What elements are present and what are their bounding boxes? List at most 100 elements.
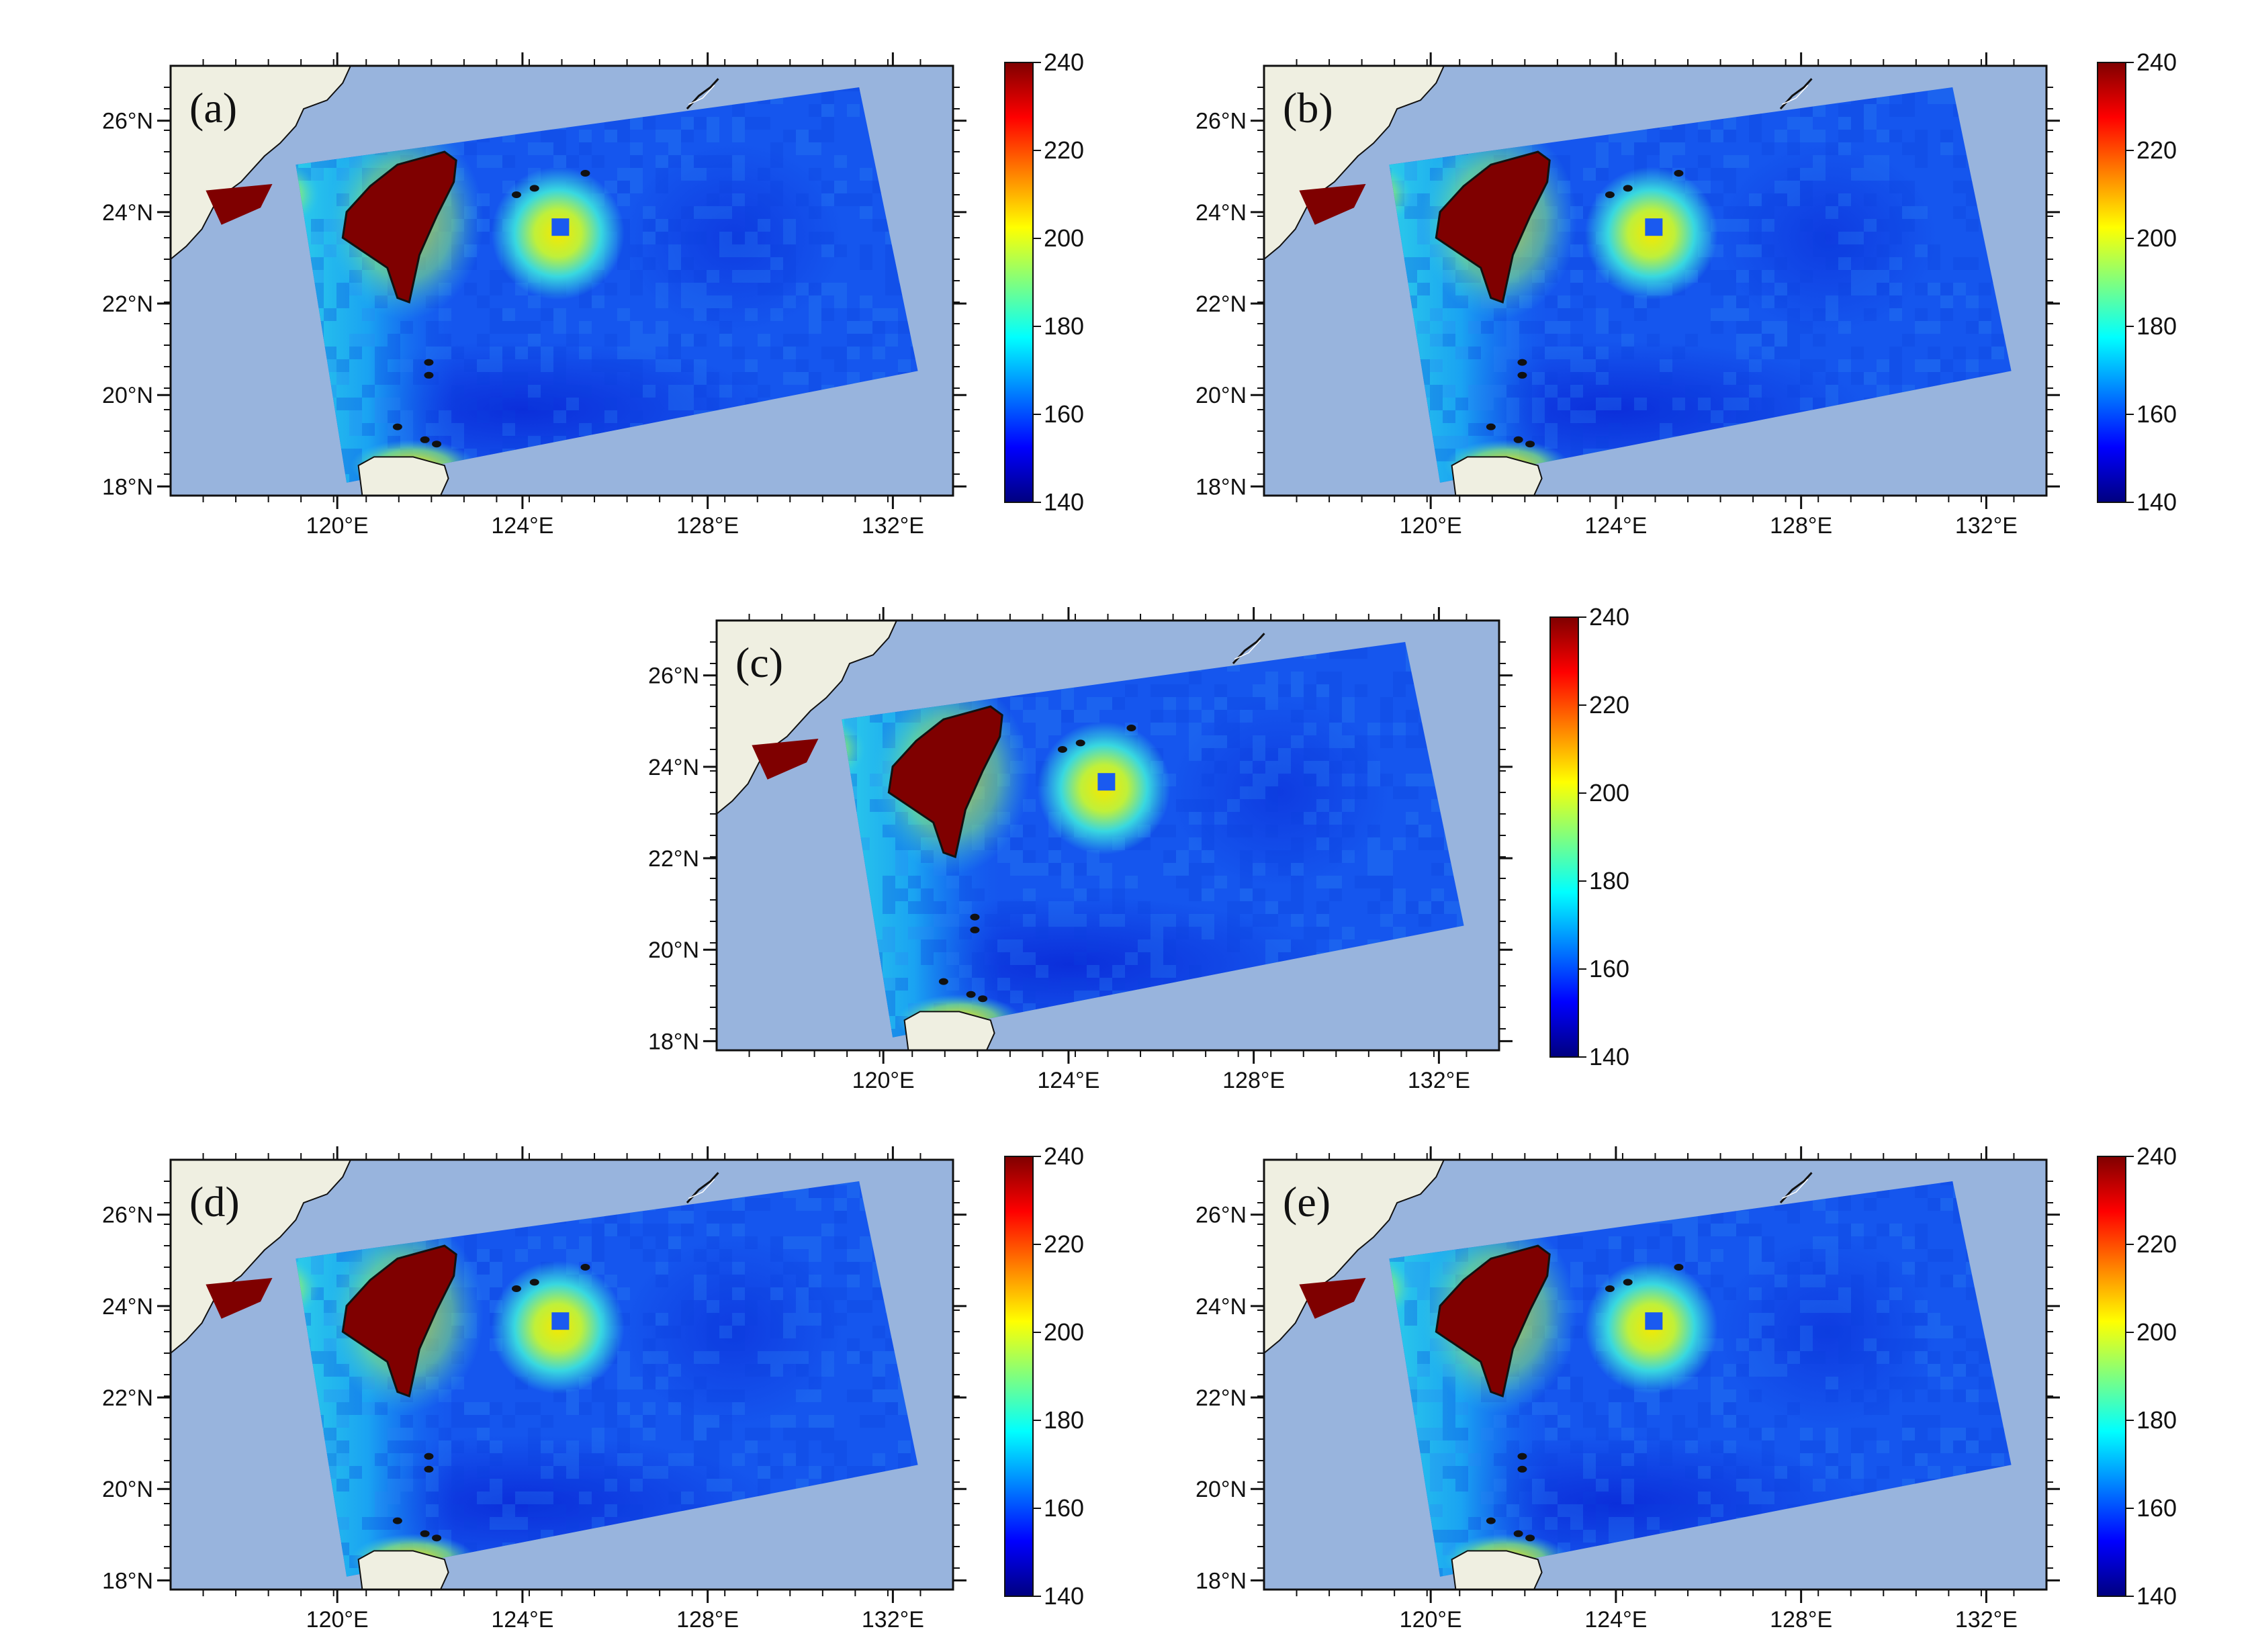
y-tick-label: 26°N: [1196, 109, 1247, 134]
x-tick-label: 132°E: [1955, 1607, 2018, 1633]
small-island: [1126, 725, 1136, 731]
y-tick-label: 20°N: [1196, 1477, 1247, 1502]
panel-label: (e): [1283, 1178, 1331, 1226]
small-island: [1057, 746, 1067, 753]
small-island: [424, 1453, 434, 1460]
typhoon-eye-core: [551, 218, 570, 236]
taiwan-island: [341, 1244, 457, 1398]
x-tick-label: 124°E: [491, 1607, 553, 1633]
colorbar: [2097, 62, 2126, 503]
x-tick-label: 128°E: [1770, 1607, 1832, 1633]
colorbar-tick-label: 180: [2136, 312, 2177, 340]
map-panel-b: 120°E 124°E 128°E 132°E 26°N 24°N 22°N 20°N 18°N…: [1196, 48, 2177, 539]
y-tick-label: 22°N: [1196, 291, 1247, 317]
small-island: [1517, 1453, 1527, 1460]
panel-label: (c): [735, 639, 783, 686]
y-tick-label: 24°N: [648, 755, 699, 780]
x-tick-label: 120°E: [1400, 1607, 1462, 1633]
land-luzon: [903, 1011, 995, 1051]
panel-label: (b): [1283, 84, 1333, 132]
small-island: [580, 1264, 590, 1271]
taiwan-island: [887, 705, 1003, 859]
colorbar-tick-label: 200: [1044, 1318, 1084, 1346]
colorbar-tick-label: 160: [1044, 400, 1084, 428]
x-tick-label: 132°E: [862, 1607, 924, 1633]
y-tick-label: 24°N: [1196, 1294, 1247, 1320]
land-china-coast: [716, 620, 898, 816]
colorbar-tick-label: 140: [1044, 1582, 1084, 1610]
y-tick-label: 26°N: [648, 663, 699, 689]
typhoon-eye-core: [1645, 1312, 1663, 1330]
y-tick-label: 18°N: [102, 1568, 153, 1594]
small-island: [1525, 441, 1535, 448]
y-tick-label: 24°N: [1196, 200, 1247, 226]
colorbar: [2097, 1156, 2126, 1597]
x-tick-label: 132°E: [862, 513, 924, 539]
small-island: [580, 170, 590, 177]
small-island: [1674, 170, 1684, 177]
land-luzon: [357, 1550, 449, 1590]
y-tick-label: 22°N: [1196, 1385, 1247, 1411]
taiwan-island: [1435, 1244, 1551, 1398]
land-luzon: [1451, 1550, 1543, 1590]
small-island: [511, 1285, 521, 1292]
colorbar-tick-label: 200: [1589, 779, 1629, 807]
x-tick-label: 120°E: [1400, 513, 1462, 539]
small-island: [432, 1534, 442, 1542]
colorbar-tick-label: 200: [2136, 224, 2177, 252]
small-island: [1075, 739, 1085, 747]
map-panel-c: 120°E 124°E 128°E 132°E 26°N 24°N 22°N 20°N 18°N…: [648, 603, 1629, 1093]
colorbar-tick-label: 180: [1044, 1406, 1084, 1434]
x-tick-label: 120°E: [852, 1068, 915, 1093]
x-tick-label: 124°E: [1584, 1607, 1647, 1633]
small-island: [1674, 1264, 1684, 1271]
colorbar-tick-label: 240: [2136, 1142, 2177, 1170]
small-island: [1513, 1530, 1523, 1537]
x-tick-label: 128°E: [676, 513, 739, 539]
small-island: [392, 423, 402, 430]
land-luzon: [357, 456, 449, 496]
colorbar-tick-label: 180: [2136, 1406, 2177, 1434]
land-china-coast: [170, 1159, 352, 1355]
colorbar: [1004, 1156, 1034, 1597]
land-luzon: [1451, 456, 1543, 496]
colorbar-tick-label: 240: [1589, 603, 1629, 631]
small-island: [1517, 371, 1527, 379]
small-island: [392, 1517, 402, 1524]
land-china-coast: [1263, 65, 1445, 261]
colorbar-tick-label: 140: [2136, 1582, 2177, 1610]
small-island: [529, 185, 539, 192]
y-tick-label: 20°N: [102, 383, 153, 408]
colorbar-tick-label: 160: [2136, 1494, 2177, 1522]
small-island: [938, 978, 948, 985]
land-china-coast: [1263, 1159, 1445, 1355]
small-island: [511, 191, 521, 198]
small-island: [1605, 1285, 1615, 1292]
small-island: [432, 441, 442, 448]
map-panel-e: 120°E 124°E 128°E 132°E 26°N 24°N 22°N 20°N 18°N…: [1196, 1142, 2177, 1633]
small-island: [424, 359, 434, 366]
typhoon-eye-core: [1645, 218, 1663, 236]
y-tick-label: 24°N: [102, 200, 153, 226]
x-tick-label: 120°E: [306, 1607, 369, 1633]
y-tick-label: 20°N: [102, 1477, 153, 1502]
x-tick-label: 124°E: [1584, 513, 1647, 539]
colorbar: [1549, 616, 1579, 1058]
map-panel-a: 120°E 124°E 128°E 132°E 26°N 24°N 22°N 20°N 18°N…: [102, 48, 1084, 539]
colorbar-tick-label: 140: [2136, 488, 2177, 516]
colorbar-tick-label: 220: [2136, 136, 2177, 164]
colorbar-tick-label: 160: [2136, 400, 2177, 428]
small-island: [970, 926, 980, 933]
colorbar-tick-label: 240: [2136, 48, 2177, 76]
colorbar-tick-label: 200: [2136, 1318, 2177, 1346]
y-tick-label: 26°N: [102, 109, 153, 134]
colorbar-tick-label: 180: [1044, 312, 1084, 340]
small-island: [1486, 423, 1496, 430]
small-island: [1605, 191, 1615, 198]
x-tick-label: 124°E: [491, 513, 553, 539]
y-tick-label: 20°N: [1196, 383, 1247, 408]
x-tick-label: 132°E: [1955, 513, 2018, 539]
x-tick-label: 124°E: [1037, 1068, 1099, 1093]
small-island: [1513, 436, 1523, 443]
y-tick-label: 18°N: [1196, 1568, 1247, 1594]
